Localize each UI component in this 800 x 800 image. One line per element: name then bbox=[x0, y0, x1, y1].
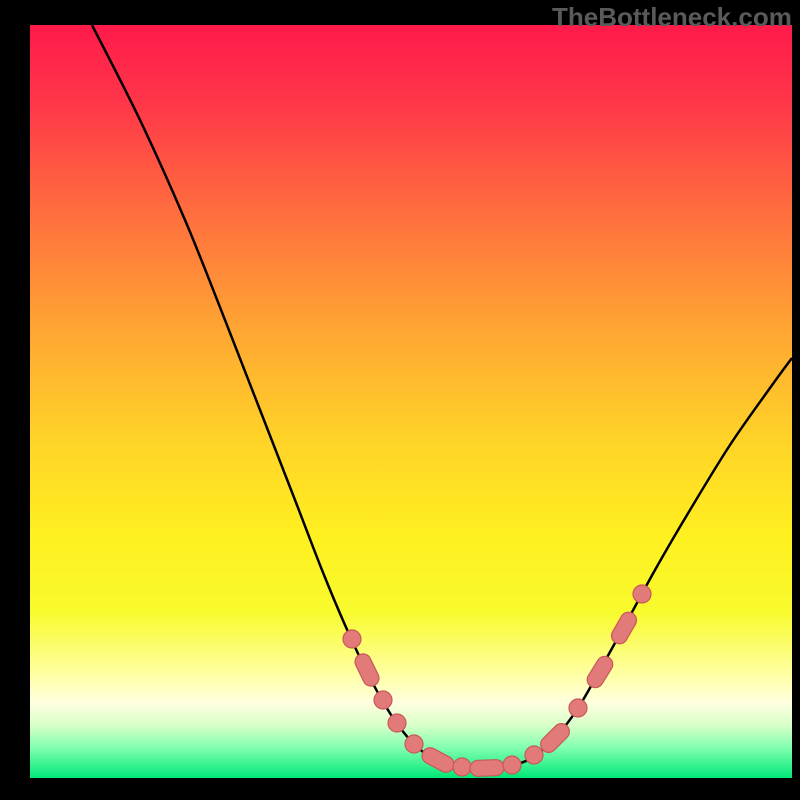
chart-container: TheBottleneck.com bbox=[0, 0, 800, 800]
border-bottom bbox=[0, 778, 800, 800]
watermark-label: TheBottleneck.com bbox=[552, 2, 792, 33]
border-right bbox=[792, 0, 800, 800]
plot-gradient bbox=[30, 25, 792, 778]
border-left bbox=[0, 0, 30, 800]
